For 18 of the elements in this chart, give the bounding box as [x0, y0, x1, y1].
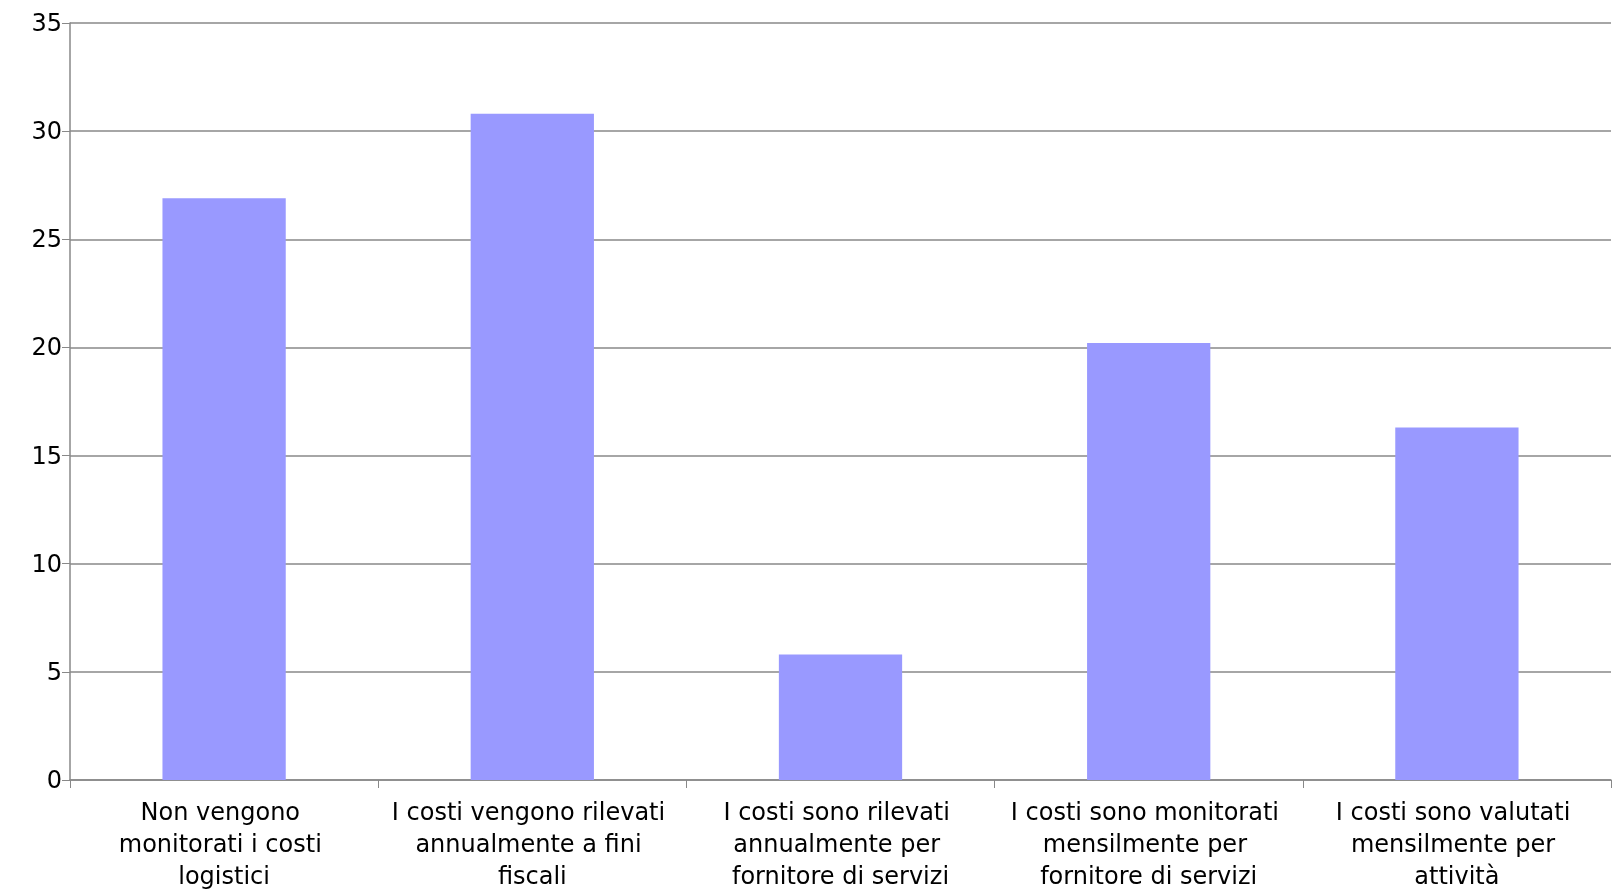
bar [1395, 427, 1519, 780]
x-tick-label: I costi sono monitorati mensilmente per fornitore di servizi [1010, 798, 1287, 890]
bar [778, 654, 903, 780]
bar [470, 113, 594, 780]
x-tick-label: Non vengono monitorati i costi logistici [118, 798, 330, 890]
x-tick-label: I costi sono valutati mensilmente per attività [1335, 798, 1578, 890]
y-tick-label: 10 [31, 549, 62, 578]
bar [1087, 343, 1211, 780]
x-tick-label: I costi vengono rilevati annualmente a fini fiscali [391, 798, 673, 890]
bar [162, 198, 286, 780]
y-tick-label: 15 [31, 441, 62, 470]
y-tick-label: 20 [31, 333, 62, 362]
y-tick-label: 5 [46, 657, 62, 686]
y-tick-label: 30 [31, 117, 62, 146]
x-tick-label: I costi sono rilevati annualmente per fornitore di servizi [723, 798, 958, 890]
y-tick-label: 35 [31, 9, 62, 37]
y-tick-label: 0 [46, 766, 62, 794]
y-tick-label: 25 [31, 225, 62, 254]
